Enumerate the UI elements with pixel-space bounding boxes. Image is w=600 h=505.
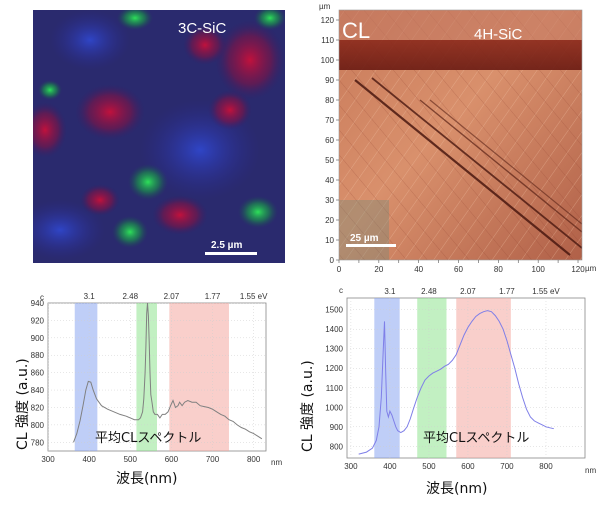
x-axis-unit: µm: [585, 264, 597, 273]
scale-bar-label: 25 µm: [350, 233, 379, 244]
y-tick-label: 800: [330, 442, 344, 451]
y-tick-label: 90: [325, 76, 334, 85]
spectrum-4h-line: [358, 310, 554, 455]
x-axis-title: 波長(nm): [426, 481, 487, 497]
y-tick-label: 860: [31, 369, 45, 378]
y-tick-label: 920: [31, 316, 45, 325]
green-band: [417, 298, 447, 458]
x-tick-label: 40: [414, 265, 423, 274]
map-4h-y-ticks: 0 10 20 30 40 50 60 70 80 90 100 110 120: [321, 16, 339, 265]
average-spectrum-label: 平均CLスペクトル: [95, 431, 201, 446]
corner-label: c: [40, 293, 44, 302]
x-tick-label: 500: [124, 455, 138, 464]
y-tick-label: 120: [321, 16, 335, 25]
x-tick-label: 800: [539, 462, 553, 471]
scale-bar-label: 2.5 µm: [211, 240, 242, 251]
y-tick-label: 880: [31, 351, 45, 360]
x-tick-label: 0: [337, 265, 342, 274]
cl-signal-label: CL: [342, 18, 370, 43]
x-tick-label: 80: [494, 265, 503, 274]
scale-bar: [205, 252, 257, 255]
y-tick-label: 940: [31, 299, 45, 308]
y-tick-label: 900: [330, 423, 344, 432]
y-tick-label: 100: [321, 56, 335, 65]
y-tick-label: 1300: [325, 345, 343, 354]
energy-tick-label: 2.48: [421, 287, 437, 296]
x-tick-label: 600: [461, 462, 475, 471]
y-tick-label: 40: [325, 176, 334, 185]
x-tick-label: 300: [41, 455, 55, 464]
red-band: [169, 303, 229, 451]
x-unit-label: nm: [271, 458, 282, 467]
map-3c-sic: [33, 10, 285, 263]
y-tick-label: 80: [325, 96, 334, 105]
y-tick-label: 1000: [325, 403, 343, 412]
y-axis-title: CL 強度 (a.u.): [15, 358, 31, 450]
y-axis-unit: µm: [319, 2, 331, 11]
x-tick-label: 300: [344, 462, 358, 471]
y-axis-title: CL 強度 (a.u.): [300, 360, 316, 452]
energy-tick-label: 1.77: [499, 287, 515, 296]
energy-tick-label: 1.77: [205, 292, 221, 301]
red-band: [456, 298, 511, 458]
energy-tick-label: 1.55 eV: [532, 287, 560, 296]
map-3c-material-label: 3C-SiC: [178, 20, 227, 37]
blue-band: [374, 298, 400, 458]
energy-tick-label: 3.1: [384, 287, 396, 296]
y-tick-label: 1500: [325, 306, 343, 315]
y-tick-label: 1100: [326, 384, 344, 393]
y-tick-label: 900: [31, 334, 45, 343]
blue-band: [74, 303, 98, 451]
x-tick-label: 100: [532, 265, 546, 274]
y-tick-label: 0: [330, 256, 335, 265]
corner-label: c: [339, 286, 343, 295]
y-tick-label: 110: [321, 36, 334, 45]
map-4h-material-label: 4H-SiC: [474, 26, 523, 43]
scale-bar: [346, 244, 396, 247]
y-tick-label: 780: [31, 438, 45, 447]
x-tick-label: 400: [383, 462, 397, 471]
x-unit-label: nm: [585, 466, 596, 475]
spectrum-3c-line: [73, 303, 263, 443]
energy-tick-label: 2.48: [122, 292, 138, 301]
y-tick-label: 30: [325, 196, 334, 205]
spectrum-3c-chart: 780 800 820 840 860 880 900 920 940 300 400 500 600…: [15, 292, 282, 487]
y-tick-label: 70: [325, 116, 334, 125]
map-4h-x-ticks: 0 20 40 60 80 100 120: [337, 260, 585, 274]
energy-tick-label: 3.1: [84, 292, 96, 301]
x-tick-label: 700: [206, 455, 220, 464]
energy-tick-label: 2.07: [164, 292, 180, 301]
cl-false-color-map-icon: [33, 10, 285, 260]
y-tick-label: 50: [325, 156, 334, 165]
x-tick-label: 400: [82, 455, 96, 464]
y-tick-label: 820: [31, 403, 45, 412]
y-tick-label: 10: [325, 236, 334, 245]
y-tick-label: 840: [31, 386, 45, 395]
x-tick-label: 600: [165, 455, 179, 464]
x-tick-label: 500: [422, 462, 436, 471]
y-tick-label: 1200: [325, 364, 343, 373]
energy-tick-label: 2.07: [460, 287, 476, 296]
map-4h-sic: [339, 10, 582, 260]
x-axis-title: 波長(nm): [116, 471, 177, 487]
spectrum-4h-chart: 800 900 1000 1100 1200 1300 1400 1500 300 400 500…: [300, 286, 596, 497]
x-tick-label: 20: [374, 265, 383, 274]
y-tick-label: 60: [325, 136, 334, 145]
x-tick-label: 700: [500, 462, 514, 471]
y-tick-label: 1400: [325, 325, 343, 334]
average-spectrum-label: 平均CLスペクトル: [423, 431, 529, 446]
x-tick-label: 60: [454, 265, 463, 274]
energy-tick-label: 1.55 eV: [240, 292, 268, 301]
x-tick-label: 120: [571, 265, 585, 274]
y-tick-label: 800: [31, 421, 45, 430]
x-tick-label: 800: [247, 455, 261, 464]
y-tick-label: 20: [325, 216, 334, 225]
